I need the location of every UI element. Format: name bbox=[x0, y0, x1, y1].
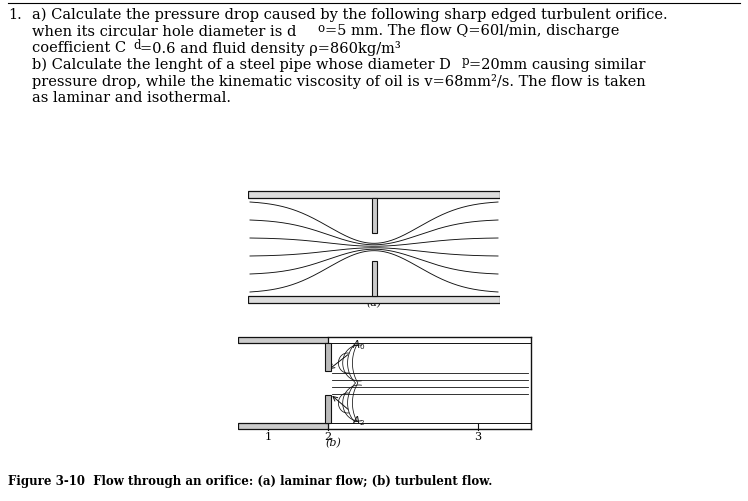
Bar bbox=[372, 262, 376, 297]
Text: 1.: 1. bbox=[8, 8, 22, 22]
Bar bbox=[325, 343, 331, 371]
Text: p: p bbox=[462, 56, 470, 68]
Text: 2: 2 bbox=[325, 431, 331, 441]
Text: Figure 3-10  Flow through an orifice: (a) laminar flow; (b) turbulent flow.: Figure 3-10 Flow through an orifice: (a)… bbox=[8, 474, 492, 487]
Text: =20mm causing similar: =20mm causing similar bbox=[469, 58, 646, 71]
Text: =0.6 and fluid density ρ=860kg/m³: =0.6 and fluid density ρ=860kg/m³ bbox=[140, 41, 401, 56]
Text: when its circular hole diameter is d: when its circular hole diameter is d bbox=[32, 25, 296, 39]
Text: pressure drop, while the kinematic viscosity of oil is v=68mm²/s. The flow is ta: pressure drop, while the kinematic visco… bbox=[32, 74, 646, 89]
Text: 3: 3 bbox=[474, 431, 482, 441]
Text: $A_0$: $A_0$ bbox=[352, 338, 366, 351]
Text: b) Calculate the lenght of a steel pipe whose diameter D: b) Calculate the lenght of a steel pipe … bbox=[32, 58, 451, 72]
Text: a) Calculate the pressure drop caused by the following sharp edged turbulent ori: a) Calculate the pressure drop caused by… bbox=[32, 8, 668, 23]
Bar bbox=[238, 423, 328, 429]
Text: d: d bbox=[133, 39, 141, 52]
Bar bbox=[372, 198, 376, 233]
Text: coefficient C: coefficient C bbox=[32, 41, 126, 55]
Text: $A_2$: $A_2$ bbox=[352, 413, 366, 427]
Bar bbox=[325, 395, 331, 423]
Bar bbox=[238, 337, 328, 343]
Bar bbox=[248, 191, 500, 198]
Text: 1: 1 bbox=[265, 431, 272, 441]
Text: o: o bbox=[317, 23, 324, 36]
Text: (a): (a) bbox=[367, 297, 381, 308]
Text: (b): (b) bbox=[325, 437, 341, 447]
Text: =5 mm. The flow Q=60l/min, discharge: =5 mm. The flow Q=60l/min, discharge bbox=[325, 25, 619, 39]
Bar bbox=[248, 297, 500, 304]
Text: as laminar and isothermal.: as laminar and isothermal. bbox=[32, 90, 231, 104]
